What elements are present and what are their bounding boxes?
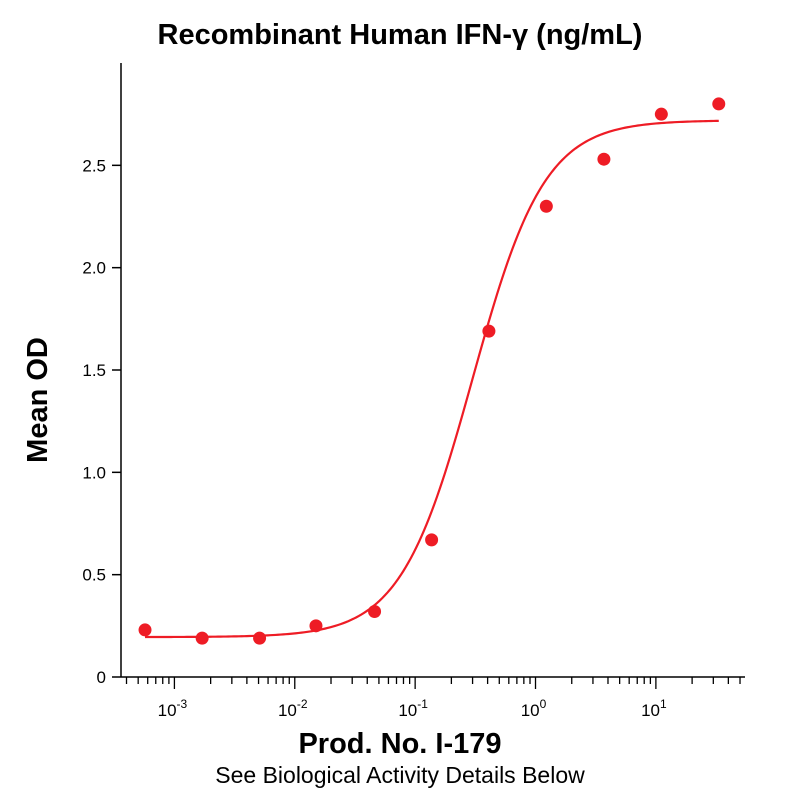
y-ticks: 0 0.5 1.0 1.5 2.0 2.5 xyxy=(82,156,121,687)
y-tick-label: 1.5 xyxy=(82,361,106,380)
data-point xyxy=(425,533,439,547)
x-tick-label: 101 xyxy=(641,697,667,720)
x-axis-title: Prod. No. I-179 xyxy=(298,728,501,760)
data-point xyxy=(309,619,323,633)
data-points xyxy=(138,97,726,645)
x-tick-label: 10-2 xyxy=(278,697,308,720)
data-point xyxy=(482,324,496,338)
x-tick-label: 10-3 xyxy=(158,697,188,720)
y-tick-label: 0 xyxy=(97,668,106,687)
x-tick-label: 100 xyxy=(521,697,547,720)
y-tick-label: 0.5 xyxy=(82,566,106,585)
data-point xyxy=(195,631,209,645)
data-point xyxy=(654,107,668,121)
y-tick-label: 2.5 xyxy=(82,156,106,175)
data-point xyxy=(138,623,152,637)
y-axis-title: Mean OD xyxy=(22,337,54,463)
data-point xyxy=(368,605,382,619)
x-tick-label: 10-1 xyxy=(398,697,428,720)
y-tick-label: 2.0 xyxy=(82,259,106,278)
footnote: See Biological Activity Details Below xyxy=(215,762,585,788)
chart-title: Recombinant Human IFN-γ (ng/mL) xyxy=(158,19,643,51)
data-point xyxy=(539,199,553,213)
data-point xyxy=(597,152,611,166)
x-ticks: 10-3 10-2 10-1 100 101 xyxy=(125,677,741,720)
data-point xyxy=(712,97,726,111)
y-tick-label: 1.0 xyxy=(82,463,106,482)
data-point xyxy=(253,631,267,645)
fit-curve xyxy=(145,119,719,639)
